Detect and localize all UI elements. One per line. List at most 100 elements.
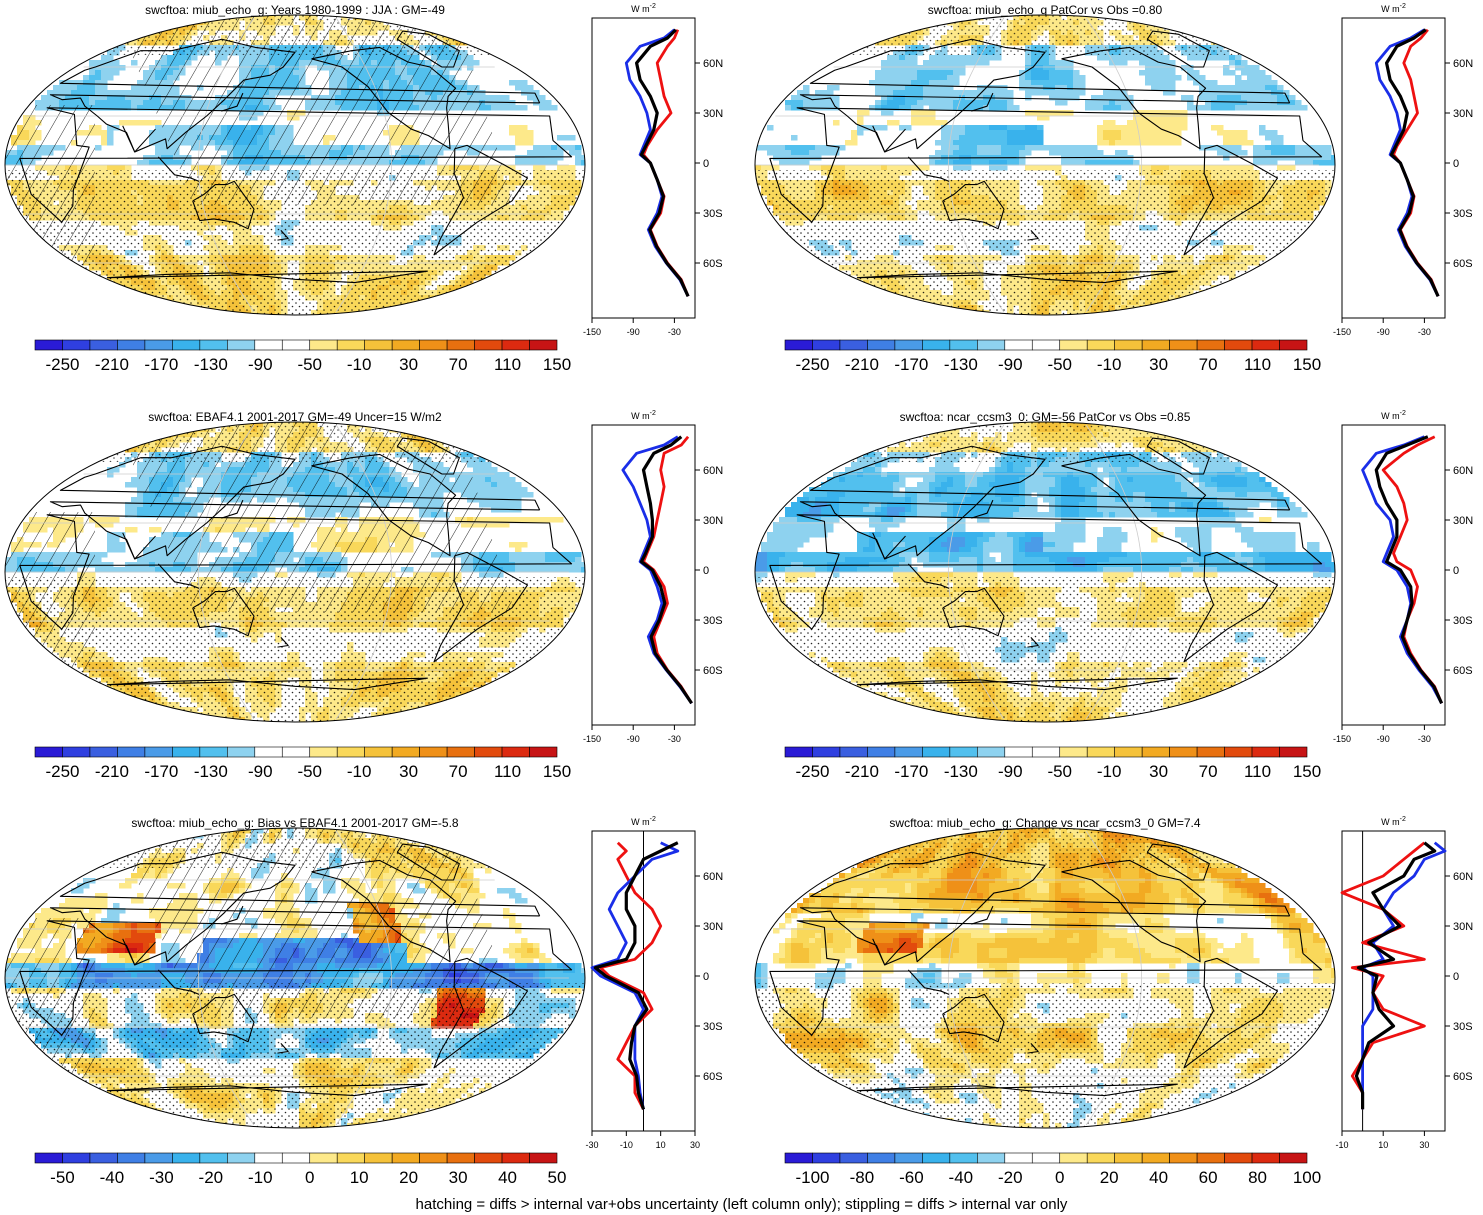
lat-tick-label: 60N	[703, 465, 723, 477]
colorbar-swatch	[254, 1152, 283, 1164]
colorbar-swatch	[501, 339, 530, 351]
colorbar-swatch	[34, 1152, 63, 1164]
colorbar-swatch	[336, 339, 365, 351]
colorbar-swatch	[474, 339, 503, 351]
colorbar-swatch	[336, 1152, 365, 1164]
colorbar-label: 30	[399, 762, 419, 781]
panel-p2: swcftoa: miub_echo_g PatCor vs Obs =0.80…	[750, 0, 1483, 400]
series-line-black	[1354, 841, 1437, 1110]
lat-tick-label: 60S	[1453, 665, 1473, 677]
lat-tick-label: 0	[703, 565, 709, 577]
colorbar-swatch	[309, 1152, 338, 1164]
map-p2: 60N 30N 0 30S 60S -150 -90 -30 W m-2	[754, 3, 1473, 351]
colorbar-swatch	[62, 746, 91, 758]
colorbar-swatch	[949, 1152, 978, 1164]
x-tick-label: -90	[1377, 327, 1390, 337]
lat-tick-label: 0	[703, 971, 709, 983]
colorbar-swatch	[144, 746, 173, 758]
colorbar-swatch	[867, 1152, 896, 1164]
colorbar-label: 80	[1248, 1168, 1268, 1187]
colorbar-swatch	[1086, 339, 1115, 351]
x-tick-label: -30	[1418, 327, 1431, 337]
colorbar-swatch	[1141, 339, 1170, 351]
colorbar-swatch	[894, 1152, 923, 1164]
panel-title: swcftoa: miub_echo_g PatCor vs Obs =0.80	[927, 3, 1163, 17]
colorbar-swatch	[839, 746, 868, 758]
colorbar-swatch	[364, 339, 393, 351]
colorbar-label: -30	[149, 1168, 174, 1187]
zonal-mean-plot: 60N 30N 0 30S 60S -10 10 30 W m-2	[1335, 816, 1473, 1150]
colorbar-label: -170	[894, 355, 929, 374]
colorbar-swatch	[1279, 1152, 1308, 1164]
lat-tick-label: 60S	[703, 258, 723, 270]
colorbar-swatch	[62, 339, 91, 351]
colorbar-label: 60	[1198, 1168, 1218, 1187]
zonal-unit: W m-2	[1381, 410, 1406, 421]
colorbar	[784, 1152, 1308, 1164]
colorbar-swatch	[894, 746, 923, 758]
colorbar-label: -90	[997, 355, 1023, 374]
zonal-unit: W m-2	[1381, 3, 1406, 14]
colorbar-swatch	[1059, 339, 1088, 351]
colorbar-label: -40	[99, 1168, 125, 1187]
x-tick-label: -30	[668, 327, 681, 337]
panel-p6: swcftoa: miub_echo_g: Change vs ncar_ccs…	[750, 813, 1483, 1213]
colorbar-label: -100	[795, 1168, 830, 1187]
colorbar-label: 20	[399, 1168, 419, 1187]
colorbar-swatch	[1114, 339, 1143, 351]
colorbar-swatch	[172, 339, 201, 351]
colorbar-label: 100	[1292, 1168, 1322, 1187]
colorbar-swatch	[144, 339, 173, 351]
colorbar-swatch	[1114, 1152, 1143, 1164]
colorbar-swatch	[529, 746, 558, 758]
colorbar-swatch	[977, 1152, 1006, 1164]
colorbar-label: 70	[1198, 762, 1218, 781]
colorbar-label: -60	[899, 1168, 924, 1187]
colorbar-label: 40	[498, 1168, 518, 1187]
colorbar-swatch	[1279, 746, 1308, 758]
colorbar-label: 70	[1198, 355, 1218, 374]
colorbar-swatch	[949, 746, 978, 758]
colorbar-swatch	[446, 746, 475, 758]
panel-p1: swcftoa: miub_echo_g: Years 1980-1999 : …	[0, 0, 733, 400]
colorbar-swatch	[336, 746, 365, 758]
lat-tick-label: 60S	[1453, 258, 1473, 270]
x-tick-label: -30	[668, 734, 681, 744]
colorbar-swatch	[501, 746, 530, 758]
colorbar	[34, 746, 558, 758]
colorbar-swatch	[1141, 746, 1170, 758]
colorbar-swatch	[446, 339, 475, 351]
map-p5: 60N 30N 0 30S 60S -30 -10 10 30 W m-2	[4, 816, 723, 1164]
colorbar-label: -250	[45, 762, 80, 781]
colorbar-label: -210	[94, 762, 129, 781]
colorbar-swatch	[199, 746, 228, 758]
colorbar-swatch	[172, 746, 201, 758]
colorbar-swatch	[254, 746, 283, 758]
x-tick-label: -150	[1333, 327, 1351, 337]
colorbar-swatch	[812, 746, 841, 758]
panel-p5: swcftoa: miub_echo_g: Bias vs EBAF4.1 20…	[0, 813, 733, 1213]
x-tick-label: -90	[627, 734, 640, 744]
map-p6: 60N 30N 0 30S 60S -10 10 30 W m-2	[754, 816, 1473, 1164]
colorbar-swatch	[1169, 746, 1198, 758]
colorbar-swatch	[812, 1152, 841, 1164]
colorbar-swatch	[1251, 1152, 1280, 1164]
colorbar-swatch	[309, 746, 338, 758]
lat-tick-label: 30N	[703, 515, 723, 527]
colorbar-swatch	[89, 339, 118, 351]
x-tick-label: -90	[627, 327, 640, 337]
colorbar-swatch	[1169, 339, 1198, 351]
colorbar-swatch	[446, 1152, 475, 1164]
colorbar-label: -50	[1047, 762, 1073, 781]
colorbar-label: 150	[1292, 762, 1322, 781]
colorbar-swatch	[117, 1152, 146, 1164]
colorbar-label: 30	[448, 1168, 468, 1187]
zonal-mean-plot: 60N 30N 0 30S 60S -150 -90 -30 W m-2	[583, 3, 723, 337]
colorbar-label: 110	[493, 762, 522, 781]
colorbar-swatch	[922, 746, 951, 758]
lat-tick-label: 30N	[1453, 108, 1473, 120]
colorbar-swatch	[364, 746, 393, 758]
colorbar-swatch	[89, 1152, 118, 1164]
colorbar-label: 150	[542, 762, 572, 781]
colorbar-swatch	[144, 1152, 173, 1164]
